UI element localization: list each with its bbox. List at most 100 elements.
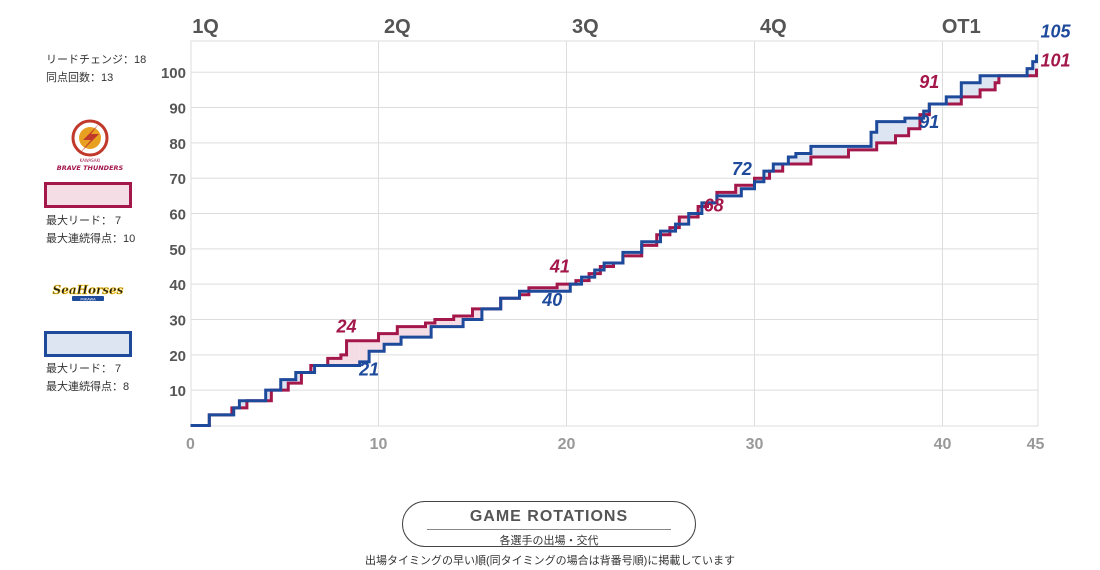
team-b-max-run: 最大連続得点：8 [46, 381, 130, 393]
team-b-lead-area [641, 241, 657, 246]
period-label: 3Q [572, 16, 599, 38]
team-b-lead-area [295, 372, 302, 384]
team-a-lead-area [472, 308, 482, 320]
team-b-lead-area [908, 118, 920, 129]
team-b-lead-area [519, 291, 529, 295]
period-label: 1Q [192, 16, 219, 38]
game-rotations-divider [427, 529, 671, 530]
x-tick-label: 10 [370, 436, 388, 453]
game-rotations-button[interactable]: GAME ROTATIONS 各選手の出場・交代 [402, 501, 696, 547]
team-a-lead-area [463, 315, 473, 320]
score-annotation: 68 [704, 195, 724, 215]
team-a-lead-area [698, 206, 702, 214]
y-tick-label: 40 [169, 277, 186, 294]
svg-text:KAWASAKI: KAWASAKI [80, 158, 101, 163]
rotation-footnote: 出場タイミングの早い順(同タイミングの場合は背番号順)に掲載しています [365, 555, 735, 567]
team-a-lead-area [346, 340, 360, 366]
team-b-legend-box [44, 331, 132, 357]
team-a-max-lead: 最大リード： 7 [46, 215, 122, 227]
score-flow-chart: 10 20 30 40 50 60 70 80 90 100 0 10 20 30 40 45 1Q 2Q 3Q 4Q… [161, 16, 1072, 453]
team-a-lead-area [384, 333, 398, 345]
team-a-lead-area [600, 266, 605, 271]
game-rotations-title: GAME ROTATIONS [469, 508, 629, 525]
team-b-lead-area [288, 379, 296, 384]
team-b-lead-area [773, 164, 783, 172]
team-b-lead-area [995, 75, 999, 83]
y-tick-label: 100 [161, 65, 186, 82]
team-b-lead-area [688, 213, 699, 218]
svg-text:MIKAWA: MIKAWA [80, 296, 96, 301]
team-b-lead-area [923, 111, 930, 115]
team-a-lead-area [754, 178, 764, 182]
team-b-lead-area [622, 252, 642, 256]
score-annotation: 91 [919, 112, 939, 132]
team-b-score-line [190, 54, 1038, 427]
team-a-lead-area [669, 227, 676, 232]
team-a-lead-area [397, 326, 402, 345]
team-b-lead-area [1032, 61, 1037, 76]
team-a-lead-area [741, 185, 755, 189]
team-b-lead-area [675, 224, 680, 228]
team-b-lead-area [581, 277, 590, 281]
team-a-lead-area [434, 319, 454, 327]
x-tick-label: 45 [1027, 436, 1045, 453]
team-a-lead-area [528, 287, 539, 292]
score-annotation: 21 [358, 359, 379, 379]
plot-frame [190, 40, 1039, 427]
team-b-lead-area [795, 153, 811, 165]
team-a-legend-box [44, 182, 132, 208]
period-label: 4Q [760, 16, 787, 38]
team-a-lead-area [538, 287, 558, 292]
y-tick-label: 30 [169, 313, 186, 330]
team-a-lead-area [656, 234, 661, 242]
game-rotations-subtitle: 各選手の出場・交代 [499, 535, 599, 547]
score-annotation: 91 [919, 72, 939, 92]
team-b-lead-area [701, 202, 708, 207]
score-annotation: 105 [1041, 22, 1072, 42]
team-b-lead-area [946, 96, 962, 104]
team-b-lead-area [604, 262, 614, 267]
team-b-lead-area [848, 146, 872, 150]
score-annotation: 101 [1041, 51, 1071, 71]
team-a-lead-area [919, 114, 924, 119]
team-a-lead-area [589, 273, 595, 278]
y-tick-label: 90 [169, 101, 186, 118]
team-a-lead-area [735, 185, 742, 196]
team-b-lead-area [788, 156, 796, 165]
team-b-lead-area [594, 270, 601, 274]
x-tick-label: 0 [186, 436, 195, 453]
team-b-lead-area [265, 390, 272, 401]
score-annotation: 24 [336, 317, 357, 337]
team-a-lead-area [557, 284, 567, 292]
x-tick-label: 30 [746, 436, 764, 453]
team-b-lead-area [904, 118, 909, 136]
score-annotation: 41 [549, 257, 570, 277]
score-annotation: 72 [732, 159, 752, 179]
team-b-lead-area [280, 379, 289, 391]
team-b-lead-area [895, 121, 905, 136]
y-tick-label: 80 [169, 136, 186, 153]
team-a-lead-area [566, 284, 571, 292]
team-a-lead-area [327, 358, 336, 366]
score-annotation: 40 [541, 290, 562, 310]
team-b-lead-area [810, 146, 849, 157]
team-a-lead-area [425, 323, 432, 338]
y-tick-label: 20 [169, 348, 186, 365]
y-tick-label: 50 [169, 242, 186, 259]
team-b-lead-area [961, 82, 981, 97]
seahorses-logo: SeaHorses MIKAWA [52, 280, 124, 304]
period-label: OT1 [942, 16, 981, 38]
lead-changes-stat: リードチェンジ：18 [46, 54, 147, 66]
team-b-lead-area [763, 171, 770, 179]
team-a-lead-area [716, 192, 736, 196]
team-b-lead-area [871, 132, 877, 150]
team-b-lead-area [980, 75, 996, 90]
team-a-lead-area [335, 358, 341, 366]
team-a-lead-area [340, 354, 347, 366]
team-a-lead-area [310, 365, 315, 373]
ties-stat: 同点回数：13 [46, 72, 114, 84]
svg-text:SeaHorses: SeaHorses [53, 283, 124, 297]
y-tick-label: 70 [169, 171, 186, 188]
svg-text:BRAVE THUNDERS: BRAVE THUNDERS [57, 164, 124, 172]
y-tick-label: 10 [169, 383, 186, 400]
